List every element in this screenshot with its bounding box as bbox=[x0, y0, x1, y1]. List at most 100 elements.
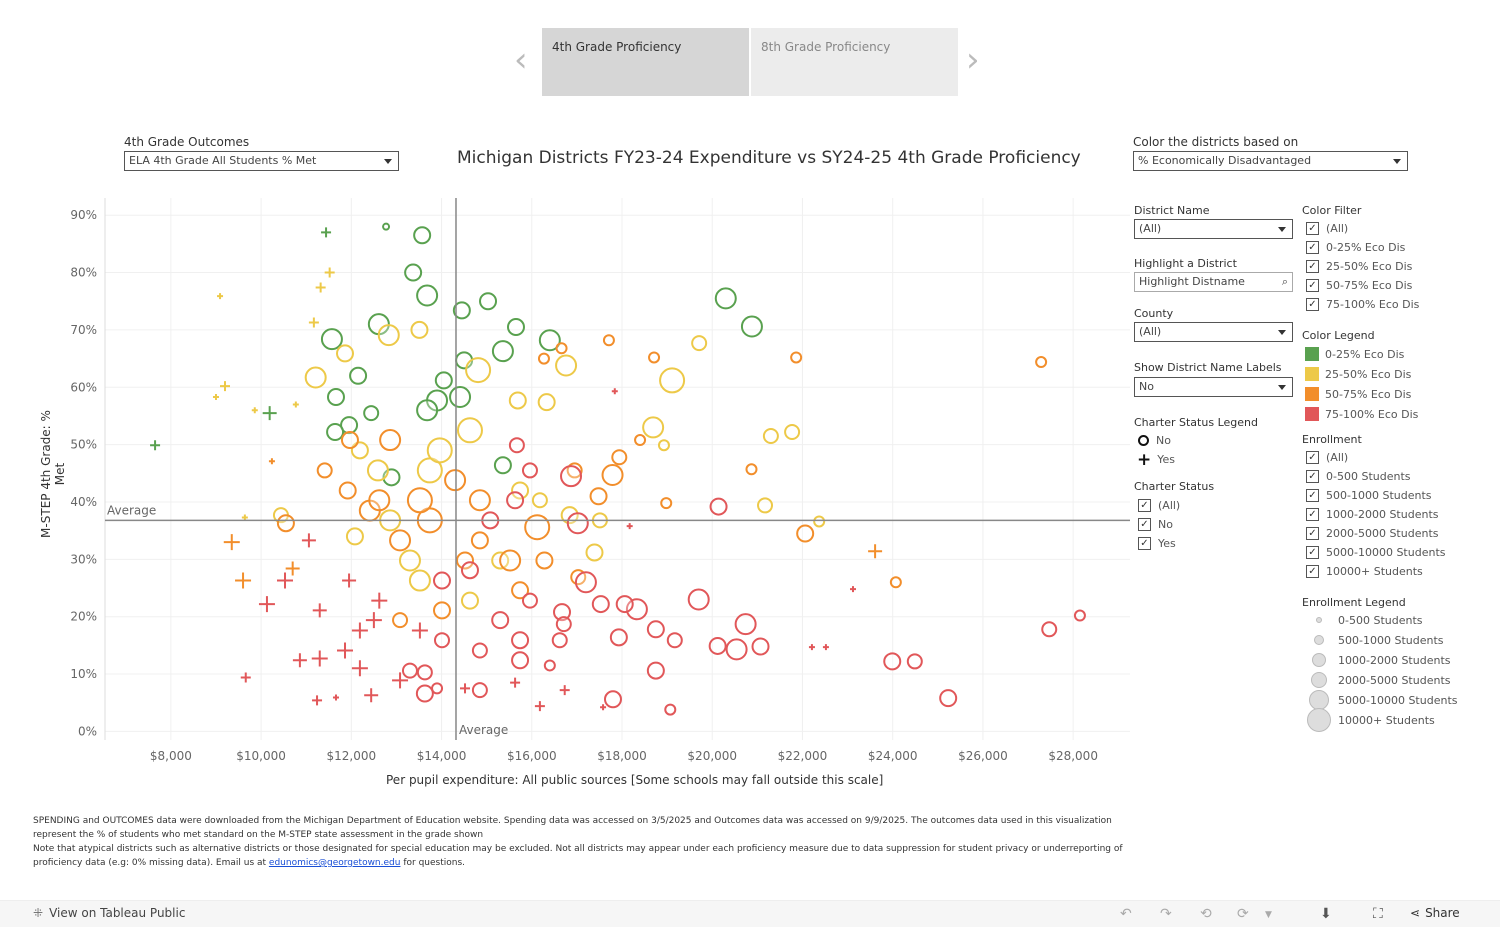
refresh-icon[interactable]: ⟳ bbox=[1237, 906, 1249, 922]
district-point bbox=[316, 462, 333, 479]
district-point bbox=[939, 689, 958, 708]
district-point bbox=[660, 497, 673, 510]
district-point bbox=[471, 682, 488, 699]
checkbox-checked-icon: ✓ bbox=[1306, 565, 1319, 578]
revert-icon[interactable]: ⟲ bbox=[1200, 906, 1212, 922]
district-point bbox=[456, 417, 483, 444]
charter-point bbox=[241, 514, 248, 521]
district-point bbox=[634, 434, 647, 447]
x-axis-title: Per pupil expenditure: All public source… bbox=[386, 773, 884, 787]
tab-8th-grade[interactable]: 8th Grade Proficiency bbox=[751, 28, 958, 96]
charter-point bbox=[510, 677, 521, 688]
district-point bbox=[511, 631, 530, 650]
district-point bbox=[553, 603, 572, 622]
district-point bbox=[345, 527, 364, 546]
enrollment-checkbox[interactable]: ✓ 10000+ Students bbox=[1306, 562, 1446, 581]
checkbox-label: 5000-10000 Students bbox=[1326, 546, 1446, 559]
color-filter-checkbox[interactable]: ✓ 0-25% Eco Dis bbox=[1306, 238, 1419, 257]
redo-icon[interactable]: ↷ bbox=[1160, 906, 1172, 922]
previous-tab-button[interactable]: ‹ bbox=[514, 40, 528, 80]
circle-icon bbox=[1138, 435, 1149, 446]
email-link[interactable]: edunomics@georgetown.edu bbox=[268, 858, 401, 868]
charter-point bbox=[364, 688, 379, 703]
color-filter-checkbox[interactable]: ✓ 75-100% Eco Dis bbox=[1306, 295, 1419, 314]
color-by-dropdown[interactable]: % Economically Disadvantaged bbox=[1133, 151, 1408, 171]
enrollment-checkbox[interactable]: ✓ 2000-5000 Students bbox=[1306, 524, 1446, 543]
color-filter-checkbox[interactable]: ✓ 25-50% Eco Dis bbox=[1306, 257, 1419, 276]
color-filter-checkbox[interactable]: ✓ 50-75% Eco Dis bbox=[1306, 276, 1419, 295]
charter-point bbox=[626, 523, 633, 530]
charter-point bbox=[460, 683, 471, 694]
charter-point bbox=[235, 572, 252, 589]
district-name-dropdown[interactable]: (All) bbox=[1134, 219, 1293, 239]
district-point bbox=[382, 222, 391, 231]
enrollment-legend-item: 2000-5000 Students bbox=[1304, 670, 1458, 690]
charter-point bbox=[392, 672, 409, 689]
download-icon[interactable]: ⬇ bbox=[1320, 906, 1332, 922]
checkbox-label: No bbox=[1158, 518, 1173, 531]
enrollment-checkbox[interactable]: ✓ 0-500 Students bbox=[1306, 467, 1446, 486]
checkbox-label: (All) bbox=[1158, 499, 1181, 512]
checkbox-label: 2000-5000 Students bbox=[1326, 527, 1439, 540]
district-point bbox=[410, 320, 429, 339]
y-tick-label: 50% bbox=[70, 438, 97, 452]
outcomes-dropdown[interactable]: ELA 4th Grade All Students % Met bbox=[124, 151, 399, 171]
x-tick-label: $28,000 bbox=[1048, 749, 1098, 763]
enrollment-legend-label: Enrollment Legend bbox=[1302, 596, 1406, 609]
highlight-district-input[interactable]: Highlight Distname ⌕ bbox=[1134, 272, 1293, 292]
legend-label: No bbox=[1156, 434, 1171, 447]
checkbox-checked-icon: ✓ bbox=[1306, 470, 1319, 483]
district-point bbox=[433, 571, 452, 590]
fullscreen-icon[interactable]: ⛶ bbox=[1373, 906, 1383, 922]
district-point bbox=[585, 543, 604, 562]
charter-point bbox=[220, 381, 231, 392]
enrollment-checkbox[interactable]: ✓ 500-1000 Students bbox=[1306, 486, 1446, 505]
charter-point bbox=[312, 603, 327, 618]
district-point bbox=[433, 601, 452, 620]
y-tick-label: 20% bbox=[70, 610, 97, 624]
district-point bbox=[708, 636, 727, 655]
district-point bbox=[906, 653, 923, 670]
district-point bbox=[762, 428, 779, 445]
color-filter-checkbox[interactable]: ✓ (All) bbox=[1306, 219, 1419, 238]
undo-icon[interactable]: ↶ bbox=[1120, 906, 1132, 922]
size-circle-icon bbox=[1309, 690, 1329, 710]
tab-4th-grade[interactable]: 4th Grade Proficiency bbox=[542, 28, 749, 96]
outcomes-label: 4th Grade Outcomes bbox=[124, 135, 250, 149]
county-dropdown[interactable]: (All) bbox=[1134, 322, 1293, 342]
pause-dropdown-icon[interactable]: ▼ bbox=[1265, 910, 1272, 920]
size-circle-icon bbox=[1312, 653, 1326, 667]
charter-point bbox=[351, 660, 368, 677]
checkbox-label: Yes bbox=[1158, 537, 1176, 550]
district-point bbox=[666, 632, 683, 649]
color-legend-item: 25-50% Eco Dis bbox=[1305, 364, 1418, 384]
district-point bbox=[1041, 621, 1058, 638]
charter-point bbox=[268, 458, 275, 465]
district-point bbox=[602, 334, 615, 347]
enrollment-checkbox[interactable]: ✓ 5000-10000 Students bbox=[1306, 543, 1446, 562]
district-point bbox=[304, 366, 327, 389]
show-labels-dropdown[interactable]: No bbox=[1134, 377, 1293, 397]
view-on-tableau-link[interactable]: ⁜ View on Tableau Public bbox=[33, 906, 185, 920]
district-point bbox=[591, 595, 610, 614]
next-tab-button[interactable]: › bbox=[966, 40, 980, 80]
x-tick-label: $14,000 bbox=[417, 749, 467, 763]
enrollment-checkbox[interactable]: ✓ (All) bbox=[1306, 448, 1446, 467]
district-point bbox=[521, 592, 538, 609]
district-point bbox=[691, 335, 708, 352]
checkbox-checked-icon: ✓ bbox=[1306, 546, 1319, 559]
tab-label: 8th Grade Proficiency bbox=[761, 40, 891, 54]
district-point bbox=[363, 405, 380, 422]
color-legend-label: Color Legend bbox=[1302, 329, 1375, 342]
share-button[interactable]: ⋖ Share bbox=[1410, 906, 1460, 920]
district-point bbox=[460, 561, 479, 580]
checkbox-label: 0-500 Students bbox=[1326, 470, 1411, 483]
charter-point bbox=[849, 586, 856, 593]
charter-status-checkbox[interactable]: ✓ (All) bbox=[1138, 496, 1180, 515]
charter-status-checkbox[interactable]: ✓ Yes bbox=[1138, 534, 1180, 553]
enrollment-checkbox[interactable]: ✓ 1000-2000 Students bbox=[1306, 505, 1446, 524]
district-point bbox=[452, 301, 471, 320]
search-icon: ⌕ bbox=[1281, 275, 1288, 288]
charter-point bbox=[868, 544, 883, 559]
charter-status-checkbox[interactable]: ✓ No bbox=[1138, 515, 1180, 534]
